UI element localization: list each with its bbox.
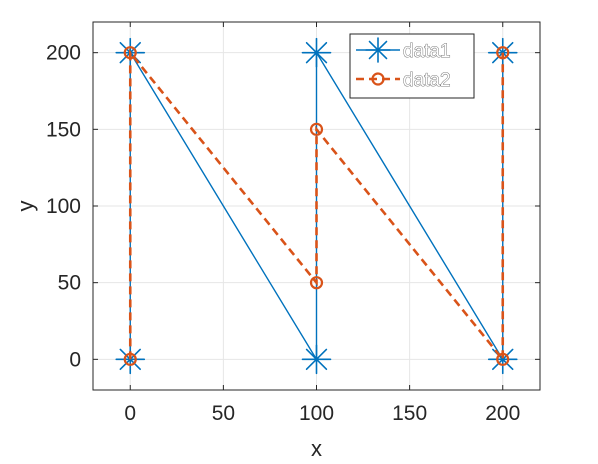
legend-marker-data2 <box>371 72 385 86</box>
legend: data1 data2 <box>349 33 475 99</box>
data-point-data2 <box>496 46 510 60</box>
y-tick-label: 200 <box>46 42 81 65</box>
y-tick-label: 100 <box>46 195 81 218</box>
legend-marker-data1 <box>365 37 391 63</box>
y-tick-label: 150 <box>46 118 81 141</box>
axis-ticks: 0 50 100 150 200 0 50 100 150 200 <box>46 22 540 425</box>
series-data2 <box>123 46 510 366</box>
data-point-data1 <box>487 344 518 375</box>
y-axis-label: y <box>13 201 38 212</box>
data-point-data1 <box>301 37 332 68</box>
series-layer <box>115 37 518 375</box>
series-line-data2 <box>128 48 505 364</box>
data-point-data1 <box>487 37 518 68</box>
data-point-data2 <box>309 276 324 290</box>
legend-entry-data1: data1 <box>356 37 451 63</box>
data-point-data1 <box>301 344 332 375</box>
x-axis-label: x <box>311 436 322 461</box>
x-tick-label: 150 <box>392 402 427 425</box>
legend-entry-data2: data2 <box>356 70 451 91</box>
legend-label-data2: data2 <box>403 70 451 91</box>
y-tick-label: 50 <box>58 272 81 295</box>
y-tick-label: 0 <box>69 348 81 371</box>
x-tick-label: 100 <box>299 402 334 425</box>
x-tick-label: 200 <box>485 402 520 425</box>
legend-label-data1: data1 <box>403 41 451 62</box>
x-tick-label: 50 <box>212 402 235 425</box>
data-point-data2 <box>123 46 137 60</box>
data-point-data2 <box>123 352 137 366</box>
x-tick-label: 0 <box>124 402 136 425</box>
data-point-data2 <box>309 122 324 136</box>
data-point-data2 <box>496 352 510 366</box>
legend-box <box>349 33 475 99</box>
